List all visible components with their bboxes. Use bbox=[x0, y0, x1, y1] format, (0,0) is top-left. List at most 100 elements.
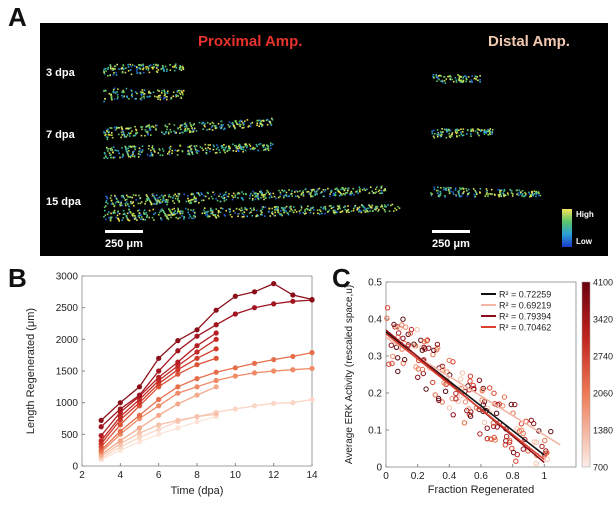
data-series bbox=[98, 336, 219, 444]
data-point bbox=[271, 400, 277, 406]
scatter-point bbox=[390, 353, 396, 360]
scatter-point bbox=[436, 397, 442, 404]
data-point bbox=[136, 439, 143, 445]
scatter-point bbox=[432, 392, 438, 398]
scatter-point bbox=[461, 420, 468, 426]
data-point bbox=[194, 349, 200, 355]
scatter-point bbox=[459, 370, 466, 376]
y-tick-label: 500 bbox=[61, 430, 78, 441]
colorbar-high-label: High bbox=[576, 210, 594, 219]
y-axis-label: Average ERK Activity (rescaled space,u) bbox=[344, 285, 355, 464]
x-axis-label: Fraction Regenerated bbox=[428, 484, 534, 496]
scatter-point bbox=[548, 428, 554, 435]
scatter-point bbox=[414, 327, 420, 333]
scatter-point bbox=[453, 396, 459, 402]
data-series bbox=[98, 350, 315, 453]
scatter-point bbox=[508, 401, 515, 408]
timepoint-label: 15 dpa bbox=[46, 196, 81, 208]
data-series bbox=[98, 411, 219, 460]
scatter-point bbox=[431, 347, 437, 354]
data-point bbox=[175, 371, 181, 377]
fin bbox=[103, 63, 185, 77]
data-point bbox=[251, 370, 258, 376]
scatter-point bbox=[494, 424, 500, 430]
data-point bbox=[194, 414, 200, 420]
data-point bbox=[232, 365, 238, 371]
data-point bbox=[213, 384, 219, 390]
scatter-point bbox=[408, 326, 415, 333]
colorbar-label: Length Amputated (um) bbox=[612, 327, 613, 421]
microscopy-panel: Proximal Amp. Distal Amp. 3 dpa 7 dpa 15… bbox=[40, 23, 608, 256]
scatter-point bbox=[500, 403, 506, 409]
x-tick-label: 10 bbox=[230, 470, 242, 481]
fin bbox=[430, 186, 542, 198]
data-point bbox=[251, 289, 258, 295]
scatter-point bbox=[544, 450, 550, 456]
fin bbox=[432, 73, 481, 84]
data-point bbox=[136, 425, 143, 431]
data-point bbox=[232, 293, 238, 299]
y-tick-label: 3000 bbox=[56, 272, 79, 283]
scatter-point bbox=[395, 330, 402, 336]
scatter-point bbox=[449, 395, 455, 402]
data-point bbox=[290, 292, 296, 298]
scatter-point bbox=[467, 373, 474, 379]
scatter-point bbox=[391, 321, 397, 328]
data-series bbox=[98, 355, 219, 450]
data-point bbox=[98, 424, 104, 430]
scatter-point bbox=[434, 341, 441, 348]
scale-bar-right bbox=[432, 230, 470, 233]
panel-label-a: A bbox=[8, 2, 27, 32]
scale-bar-left bbox=[105, 230, 143, 233]
data-point bbox=[117, 414, 123, 420]
data-point bbox=[136, 434, 143, 441]
data-point bbox=[136, 392, 143, 398]
x-tick-label: 0 bbox=[383, 471, 389, 482]
data-point bbox=[271, 357, 277, 363]
y-tick-label: 2000 bbox=[56, 335, 79, 346]
series-line bbox=[100, 282, 313, 421]
fit-line bbox=[385, 333, 545, 461]
scatter-point bbox=[520, 446, 527, 452]
data-point bbox=[156, 431, 162, 437]
data-point bbox=[309, 350, 315, 356]
data-point bbox=[290, 353, 296, 360]
y-tick-label: 2500 bbox=[56, 303, 79, 314]
data-point bbox=[117, 438, 123, 444]
data-point bbox=[194, 333, 200, 339]
scatter-point bbox=[411, 341, 417, 347]
scale-label-right: 250 μm bbox=[432, 238, 470, 250]
x-tick-label: 8 bbox=[194, 470, 200, 481]
data-point bbox=[175, 384, 181, 390]
data-point bbox=[232, 311, 238, 317]
scale-label-left: 250 μm bbox=[105, 238, 143, 250]
fin bbox=[103, 185, 387, 208]
scatter-point bbox=[407, 330, 414, 336]
data-point bbox=[175, 359, 181, 365]
scatter-points bbox=[384, 305, 554, 467]
data-point bbox=[98, 433, 104, 439]
x-tick-label: 12 bbox=[268, 470, 280, 481]
scatter-point bbox=[415, 374, 421, 381]
data-point bbox=[251, 403, 258, 409]
x-axis-label: Time (dpa) bbox=[171, 485, 224, 497]
scatter-point bbox=[493, 410, 500, 417]
data-point bbox=[213, 377, 219, 384]
data-point bbox=[194, 419, 200, 425]
data-point bbox=[175, 425, 181, 431]
data-point bbox=[213, 322, 219, 328]
y-tick-label: 0.2 bbox=[368, 389, 382, 400]
scatter-point bbox=[531, 420, 537, 427]
data-point bbox=[271, 301, 277, 307]
scatter-point bbox=[446, 405, 453, 411]
scatter-point bbox=[423, 386, 429, 392]
scatter-point bbox=[467, 378, 473, 384]
data-point bbox=[213, 369, 219, 375]
panel-label-b: B bbox=[8, 263, 27, 293]
x-tick-label: 4 bbox=[118, 470, 124, 481]
x-tick-label: 14 bbox=[306, 470, 318, 481]
x-tick-label: 6 bbox=[156, 470, 162, 481]
y-tick-label: 0 bbox=[376, 463, 382, 474]
data-point bbox=[175, 363, 181, 369]
